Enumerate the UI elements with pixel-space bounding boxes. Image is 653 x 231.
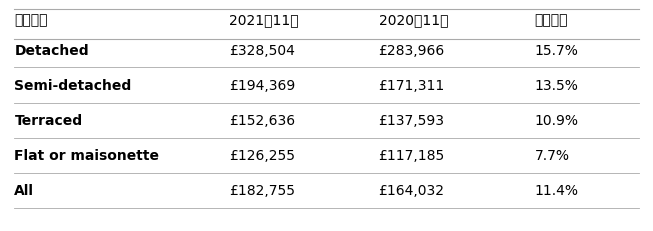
Text: All: All	[14, 184, 35, 198]
Text: £283,966: £283,966	[379, 44, 445, 58]
Text: 11.4%: 11.4%	[535, 184, 579, 198]
Text: Terraced: Terraced	[14, 114, 82, 128]
Text: £164,032: £164,032	[379, 184, 445, 198]
Text: £171,311: £171,311	[379, 79, 445, 93]
Text: £117,185: £117,185	[379, 149, 445, 163]
Text: £137,593: £137,593	[379, 114, 445, 128]
Text: £328,504: £328,504	[229, 44, 295, 58]
Text: £182,755: £182,755	[229, 184, 295, 198]
Text: £126,255: £126,255	[229, 149, 295, 163]
Text: 7.7%: 7.7%	[535, 149, 569, 163]
Text: 15.7%: 15.7%	[535, 44, 579, 58]
Text: Semi-detached: Semi-detached	[14, 79, 132, 93]
Text: 房价变化: 房价变化	[535, 14, 568, 28]
Text: £152,636: £152,636	[229, 114, 295, 128]
Text: 2020年11月: 2020年11月	[379, 14, 448, 28]
Text: 10.9%: 10.9%	[535, 114, 579, 128]
Text: 13.5%: 13.5%	[535, 79, 579, 93]
Text: Detached: Detached	[14, 44, 89, 58]
Text: 2021年11月: 2021年11月	[229, 14, 298, 28]
Text: £194,369: £194,369	[229, 79, 295, 93]
Text: Flat or maisonette: Flat or maisonette	[14, 149, 159, 163]
Text: 房产类型: 房产类型	[14, 14, 48, 28]
